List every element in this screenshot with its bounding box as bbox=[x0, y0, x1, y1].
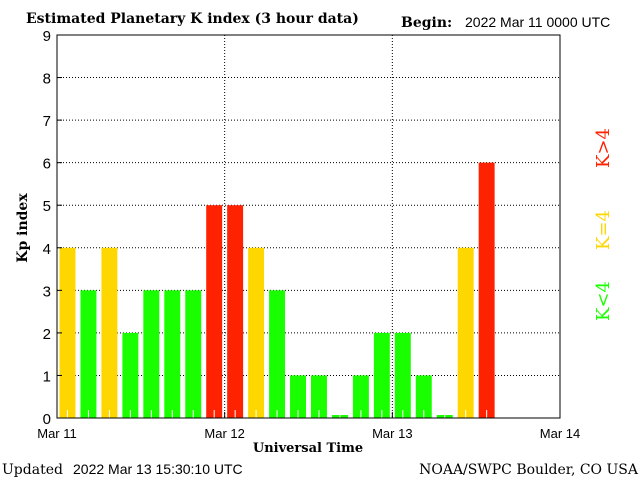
x-tick-label: Mar 12 bbox=[204, 426, 244, 441]
kp-bar bbox=[185, 290, 202, 418]
y-tick-label: 7 bbox=[43, 113, 51, 130]
kp-bar bbox=[457, 247, 474, 418]
bars bbox=[59, 162, 495, 418]
y-tick-label: 6 bbox=[43, 156, 51, 173]
kp-bar bbox=[143, 290, 160, 418]
begin-label: Begin: bbox=[401, 15, 452, 31]
updated-label: Updated bbox=[2, 462, 63, 478]
y-tick-label: 3 bbox=[43, 283, 51, 300]
x-tick-label: Mar 13 bbox=[372, 426, 412, 441]
kp-bar bbox=[373, 332, 390, 418]
y-ticks: 0 1 2 3 4 5 6 7 8 9 bbox=[43, 28, 62, 428]
updated-value: 2022 Mar 13 15:30:10 UTC bbox=[73, 461, 243, 477]
kp-bar bbox=[415, 375, 432, 418]
plot-frame bbox=[56, 34, 561, 419]
kp-bar bbox=[311, 375, 327, 418]
kp-bar bbox=[122, 332, 139, 418]
kp-bar bbox=[206, 205, 223, 418]
kp-bar bbox=[290, 375, 306, 418]
source-credit: NOAA/SWPC Boulder, CO USA bbox=[419, 462, 639, 478]
y-axis-label: Kp index bbox=[15, 193, 31, 263]
kp-bar bbox=[227, 205, 244, 418]
y-tick-label: 9 bbox=[43, 28, 51, 45]
kp-bar bbox=[394, 332, 411, 418]
kp-bar bbox=[101, 247, 118, 418]
y-tick-label: 0 bbox=[43, 411, 51, 428]
y-tick-label: 5 bbox=[43, 198, 51, 215]
x-tick-label: Mar 11 bbox=[37, 426, 77, 441]
x-tick-label: Mar 14 bbox=[540, 426, 580, 441]
y-tick-label: 4 bbox=[43, 241, 51, 258]
kp-bar bbox=[269, 290, 286, 418]
kp-bar bbox=[478, 162, 495, 418]
y-tick-label: 8 bbox=[43, 71, 51, 88]
y-tick-label: 1 bbox=[43, 368, 51, 385]
legend: K<4 K=4 K>4 bbox=[593, 128, 614, 321]
y-tick-label: 2 bbox=[43, 326, 51, 343]
kp-bar bbox=[59, 247, 76, 418]
kp-bar bbox=[248, 247, 265, 418]
kp-bar bbox=[352, 375, 369, 418]
kp-bar bbox=[164, 290, 181, 418]
grid-lines bbox=[57, 35, 560, 418]
chart-title: Estimated Planetary K index (3 hour data… bbox=[26, 11, 359, 27]
legend-entry: K<4 bbox=[593, 281, 614, 321]
kp-bar bbox=[80, 290, 97, 418]
legend-entry: K=4 bbox=[593, 210, 614, 250]
begin-value: 2022 Mar 11 0000 UTC bbox=[465, 14, 610, 30]
x-ticks: Mar 11 Mar 12 Mar 13 Mar 14 bbox=[37, 412, 580, 441]
x-axis-label: Universal Time bbox=[253, 441, 363, 456]
legend-entry: K>4 bbox=[593, 128, 614, 168]
